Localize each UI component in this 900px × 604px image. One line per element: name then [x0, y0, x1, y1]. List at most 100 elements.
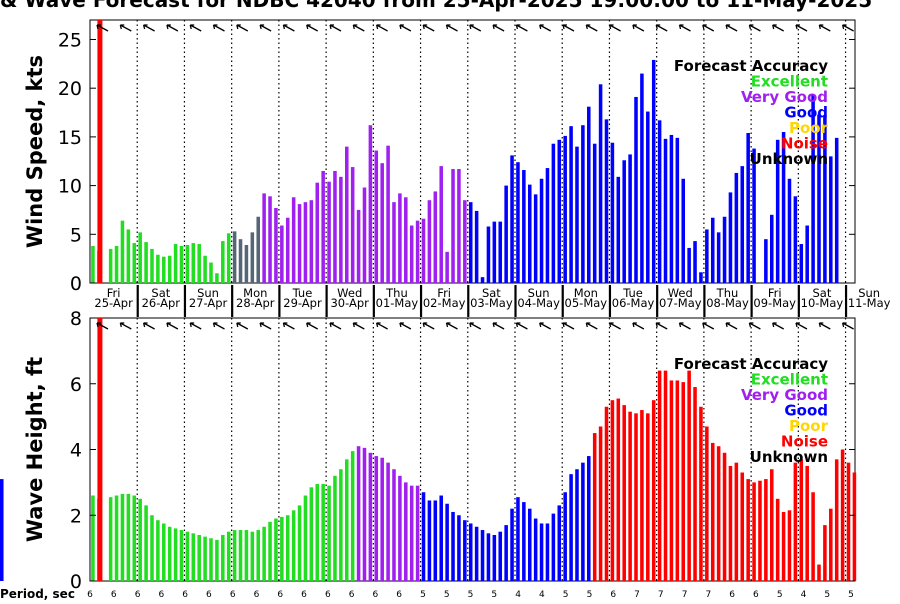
wave-bar	[840, 449, 845, 581]
period-value: 5	[420, 590, 426, 600]
wave-bar	[315, 484, 320, 581]
wave-bar	[834, 459, 839, 581]
wind-ytick-label: 0	[70, 273, 82, 295]
wave-bar	[0, 479, 4, 581]
wave-bar	[144, 505, 148, 581]
wave-bar	[669, 380, 674, 581]
wave-direction-arrow-icon	[841, 322, 854, 330]
day-dow-label: Thu	[385, 286, 408, 300]
wave-direction-arrow-icon	[585, 322, 598, 330]
wind-bar	[716, 232, 721, 283]
wave-bar	[492, 534, 497, 581]
wave-bar	[398, 475, 402, 581]
wave-bar	[427, 500, 432, 581]
wave-bar	[91, 495, 95, 581]
wind-direction-arrow-icon	[236, 24, 249, 32]
period-value: 5	[444, 590, 450, 600]
period-value: 6	[610, 590, 616, 600]
wave-bar	[404, 482, 408, 582]
wind-bar	[663, 138, 668, 283]
wave-panel: 0 2 4 6 8 Wave Height, ft Forecast AccuracyExc…	[0, 308, 857, 593]
wind-direction-arrow-icon	[702, 24, 715, 32]
wind-bar	[191, 243, 196, 283]
wind-direction-arrow-icon	[352, 24, 365, 32]
wave-bar	[392, 469, 396, 581]
wind-bar	[522, 170, 526, 283]
wind-bar	[409, 225, 414, 283]
wave-bar	[268, 521, 272, 581]
wave-bar	[687, 370, 691, 581]
wind-bar	[510, 155, 514, 283]
period-value: 5	[468, 590, 474, 600]
wave-direction-arrow-icon	[445, 322, 458, 330]
wave-bar	[663, 370, 668, 581]
day-dow-label: Fri	[768, 286, 782, 300]
wave-bar	[415, 485, 420, 581]
wave-bar	[569, 474, 573, 581]
wind-ytick-label: 20	[58, 78, 82, 100]
wind-bar	[439, 166, 443, 283]
wind-bar	[415, 220, 420, 283]
wind-bar	[291, 197, 296, 283]
wind-bar	[781, 132, 786, 283]
wave-bar	[185, 531, 190, 581]
wind-bar	[563, 135, 567, 283]
period-label: Period, sec	[0, 587, 75, 600]
wave-ytick-label: 2	[70, 505, 82, 527]
wave-bar	[445, 503, 449, 581]
wind-legend-item: Excellent	[751, 73, 828, 91]
wind-bar	[681, 178, 685, 283]
wave-bar	[226, 531, 231, 581]
wave-bar	[179, 530, 184, 581]
wind-direction-arrow-icon	[748, 24, 761, 32]
wave-bar	[362, 447, 367, 581]
wind-bar	[651, 59, 656, 283]
wind-bar	[746, 132, 750, 283]
wind-bar	[640, 73, 644, 283]
day-date-label: 11-May	[848, 296, 891, 310]
wind-bar	[569, 126, 573, 283]
period-value: 6	[158, 590, 164, 600]
wave-legend-item: Very Good	[741, 386, 828, 404]
wave-bar	[699, 406, 703, 581]
wave-bar	[634, 413, 638, 581]
wind-direction-arrow-icon	[399, 24, 412, 32]
wave-direction-arrow-icon	[492, 322, 505, 330]
wind-bar	[404, 197, 408, 283]
wave-direction-arrow-icon	[236, 322, 249, 330]
period-value: 6	[396, 590, 402, 600]
period-value: 7	[682, 590, 688, 600]
wind-bar	[610, 142, 615, 283]
wave-legend-item: Good	[784, 402, 828, 420]
wave-direction-arrow-icon	[608, 322, 621, 330]
wave-direction-arrow-icon	[212, 322, 225, 330]
wave-bar	[244, 530, 249, 581]
wave-direction-arrow-icon	[562, 322, 575, 330]
wave-direction-arrow-icon	[306, 322, 319, 330]
wave-bar	[167, 526, 172, 581]
wind-ytick-label: 25	[58, 29, 82, 51]
wind-bar	[108, 248, 113, 283]
wave-direction-arrow-icon	[515, 322, 528, 330]
wave-bar	[793, 462, 798, 581]
wind-bar	[114, 245, 119, 283]
wave-bar	[598, 426, 603, 581]
wind-bar	[303, 202, 308, 283]
wind-bar	[232, 231, 237, 283]
wind-bar	[350, 167, 355, 283]
wind-bar	[244, 245, 249, 283]
wind-direction-arrow-icon	[632, 24, 645, 32]
wave-ytick-label: 8	[70, 308, 82, 330]
wave-bar	[651, 400, 656, 581]
wind-bar	[498, 221, 503, 283]
day-date-label: 25-Apr	[94, 296, 133, 310]
wave-bar	[451, 511, 455, 581]
wave-legend-title: Forecast Accuracy	[674, 355, 828, 373]
wind-direction-arrow-icon	[539, 24, 552, 32]
wave-bar	[374, 456, 379, 581]
wave-bar	[197, 534, 201, 581]
wind-bar	[345, 146, 349, 283]
wind-bar	[368, 125, 373, 283]
wave-bar	[592, 433, 597, 581]
